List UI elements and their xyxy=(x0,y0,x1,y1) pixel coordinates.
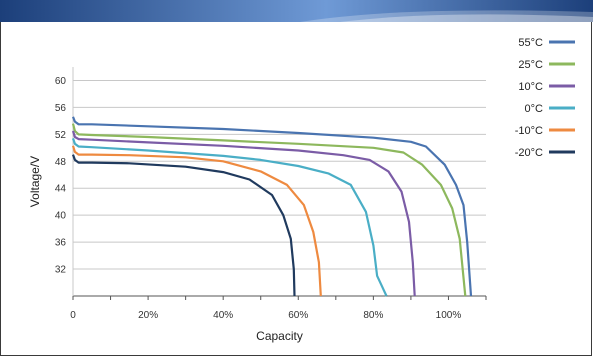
series-line xyxy=(71,145,322,297)
series-line xyxy=(71,123,467,297)
y-tick-label: 36 xyxy=(55,238,67,249)
legend-label: 55°C xyxy=(518,37,543,49)
legend-label: 10°C xyxy=(518,81,543,93)
y-tick-label: 48 xyxy=(55,157,67,168)
series-line xyxy=(71,138,388,297)
discharge-chart: 32 36 40 44 48 52 56 60 0 20% 40% 60% 80% 100% 55°C 25… xyxy=(28,37,575,343)
y-tick-label: 52 xyxy=(55,130,67,141)
legend: 55°C 25°C 10°C 0°C -10°C -20°C xyxy=(515,37,575,159)
series-line xyxy=(71,154,296,297)
x-tick-label: 40% xyxy=(213,310,233,321)
x-tick-label: 20% xyxy=(138,310,158,321)
legend-label: 0°C xyxy=(525,103,544,115)
x-tick-label: 100% xyxy=(436,310,462,321)
y-tick-label: 56 xyxy=(55,103,67,114)
y-axis-label: Voltage/V xyxy=(28,156,42,207)
y-tick-label: 60 xyxy=(55,76,67,87)
series-line xyxy=(71,130,416,297)
legend-label: -20°C xyxy=(515,147,543,159)
series-line xyxy=(71,116,473,297)
axes: 32 36 40 44 48 52 56 60 0 20% 40% 60% 80% 100% xyxy=(55,67,487,321)
grid xyxy=(73,79,486,270)
y-tick-label: 32 xyxy=(55,265,67,276)
banner-graphic xyxy=(0,0,593,22)
x-axis-label: Capacity xyxy=(256,329,303,343)
legend-label: -10°C xyxy=(515,125,543,137)
x-tick-label: 0 xyxy=(70,310,76,321)
y-tick-label: 40 xyxy=(55,211,67,222)
chart-panel: 32 36 40 44 48 52 56 60 0 20% 40% 60% 80% 100% 55°C 25… xyxy=(0,22,592,356)
series xyxy=(71,116,473,297)
x-tick-label: 80% xyxy=(363,310,383,321)
y-tick-label: 44 xyxy=(55,184,67,195)
header-banner xyxy=(0,0,593,22)
legend-label: 25°C xyxy=(518,59,543,71)
x-tick-label: 60% xyxy=(288,310,308,321)
